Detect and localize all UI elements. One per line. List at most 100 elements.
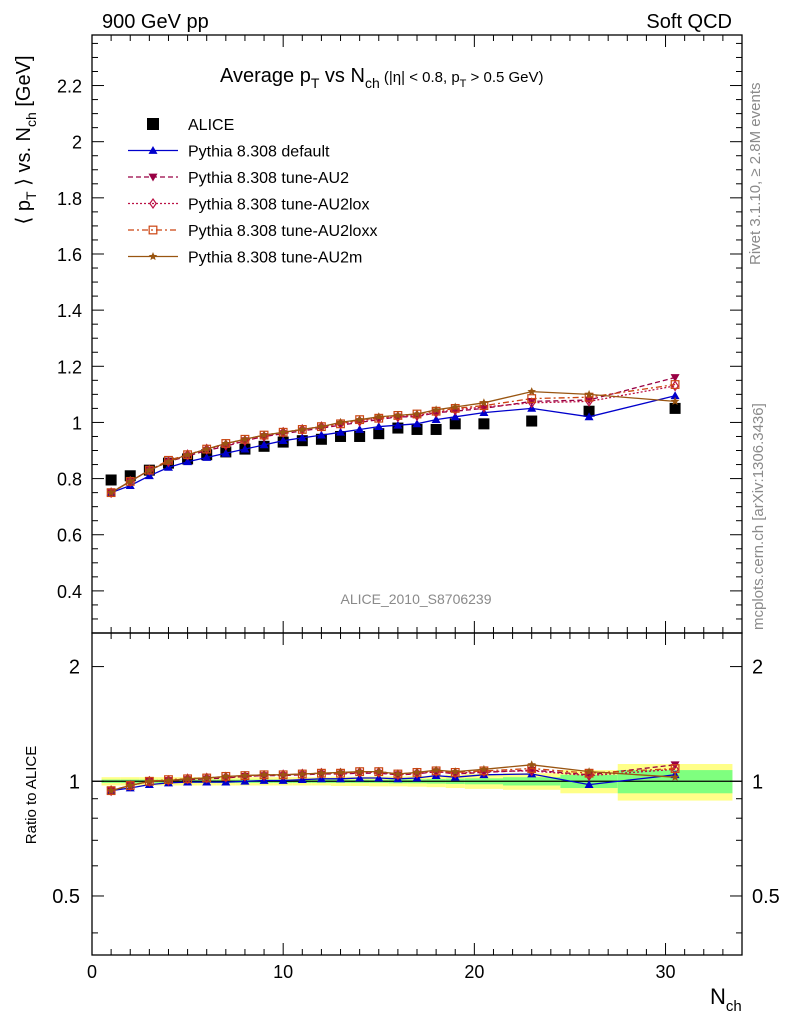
data-point-triangle-up [450, 412, 460, 421]
data-point-star [183, 774, 192, 783]
data-point-star [431, 405, 441, 414]
data-point-square [449, 418, 461, 430]
data-point-square [583, 405, 595, 417]
data-point-star [584, 767, 594, 776]
data-point-square [478, 418, 490, 430]
ratio-y-tick-label: 1 [69, 771, 80, 793]
data-point-star [584, 389, 594, 398]
data-point-star [355, 415, 364, 424]
data-point-star [106, 488, 116, 497]
data-point-square [124, 470, 136, 482]
series-pythia-8-308-tune-au2m [106, 387, 680, 497]
ratio-y-tick-label-right: 2 [752, 657, 763, 679]
data-point-square [411, 423, 423, 435]
x-tick-label: 10 [273, 962, 293, 982]
header-left: 900 GeV pp [102, 11, 209, 33]
ratio-y-tick-label-right: 0.5 [752, 886, 780, 908]
legend-label: Pythia 8.308 default [188, 144, 330, 161]
data-point-triangle-up [183, 457, 193, 466]
data-point-triangle-up [278, 436, 288, 445]
data-point-square [315, 433, 327, 445]
data-point-diamond [480, 766, 488, 778]
data-point-star [431, 765, 441, 774]
data-point-star [126, 476, 135, 485]
legend-entry: Pythia 8.308 tune-AU2m [128, 250, 362, 267]
data-point-square [669, 402, 681, 414]
data-point-star [670, 772, 680, 781]
data-point-triangle-up [412, 419, 422, 428]
data-point-star [298, 425, 307, 434]
data-point-triangle-up [221, 448, 231, 457]
data-point-triangle-up [148, 146, 158, 154]
data-point-triangle-down [670, 374, 680, 383]
data-point-triangle-up [393, 420, 403, 429]
data-point-square [147, 118, 159, 130]
data-point-star [412, 409, 422, 418]
data-point-diamond [585, 395, 593, 407]
data-point-star [451, 402, 460, 411]
data-point-star [336, 417, 345, 427]
data-point-star [374, 767, 383, 776]
data-point-star [479, 764, 489, 773]
y-tick-label: 2 [72, 133, 82, 153]
legend-entry: Pythia 8.308 tune-AU2 [128, 170, 349, 187]
data-point-star [221, 771, 231, 780]
data-point-star [355, 767, 364, 776]
data-point-triangle-up [336, 427, 346, 436]
legend-label: Pythia 8.308 tune-AU2loxx [188, 223, 377, 240]
mcplots-info: mcplots.cern.ch [arXiv:1306.3436] [750, 403, 767, 630]
data-point-star [164, 457, 173, 466]
data-point-triangle-up [202, 453, 212, 461]
data-point-star [298, 769, 307, 778]
data-point-star [148, 252, 158, 261]
data-point-star [374, 412, 383, 421]
data-point-star [202, 773, 211, 782]
data-point-diamond [527, 397, 536, 409]
data-point-open-square [670, 380, 680, 389]
data-point-star [145, 776, 154, 785]
header-right: Soft QCD [646, 11, 732, 33]
data-point-star [126, 781, 135, 790]
data-point-triangle-up [355, 424, 365, 433]
legend-label: ALICE [188, 117, 234, 134]
y-tick-label: 2.2 [57, 77, 82, 97]
main-panel-series [105, 374, 681, 499]
y-tick-label: 1.6 [57, 245, 82, 265]
data-point-star [106, 786, 116, 795]
data-point-star [202, 444, 211, 453]
ratio-y-axis-label: Ratio to ALICE [23, 746, 40, 844]
analysis-watermark: ALICE_2010_S8706239 [340, 591, 491, 607]
data-point-star [221, 439, 231, 448]
x-tick-label: 20 [464, 962, 484, 982]
data-point-triangle-up [240, 444, 250, 453]
data-point-star [527, 387, 536, 396]
data-point-star [278, 770, 288, 779]
data-point-square [526, 415, 538, 427]
y-tick-label: 0.4 [57, 582, 82, 602]
data-point-open-square [148, 225, 158, 235]
legend-label: Pythia 8.308 tune-AU2m [188, 250, 362, 267]
data-point-square [373, 428, 385, 440]
legend-entry: Pythia 8.308 default [128, 144, 330, 161]
data-point-star [259, 770, 269, 779]
y-tick-label: 1 [72, 413, 82, 433]
y-tick-label: 1.4 [57, 301, 82, 321]
plot-title: Average pT vs Nch (|η| < 0.8, pT > 0.5 G… [220, 65, 544, 91]
data-point-square [430, 423, 442, 435]
data-point-triangle-up [584, 412, 594, 421]
data-point-triangle-up [431, 415, 441, 424]
data-point-star [451, 767, 460, 776]
y-tick-label: 1.2 [57, 357, 82, 377]
series-pythia-8-308-tune-au2m [106, 760, 680, 795]
legend-entry: Pythia 8.308 tune-AU2lox [128, 197, 369, 214]
data-point-square [105, 474, 117, 486]
ratio-y-tick-label: 2 [69, 657, 80, 679]
data-point-star [670, 396, 680, 405]
rivet-info: Rivet 3.1.10, ≥ 2.8M events [747, 83, 764, 266]
y-tick-label: 1.8 [57, 189, 82, 209]
data-point-triangle-up [584, 780, 594, 788]
legend-label: Pythia 8.308 tune-AU2lox [188, 197, 369, 214]
data-point-square [335, 430, 347, 442]
data-point-star [393, 769, 403, 778]
data-point-diamond [149, 197, 157, 210]
